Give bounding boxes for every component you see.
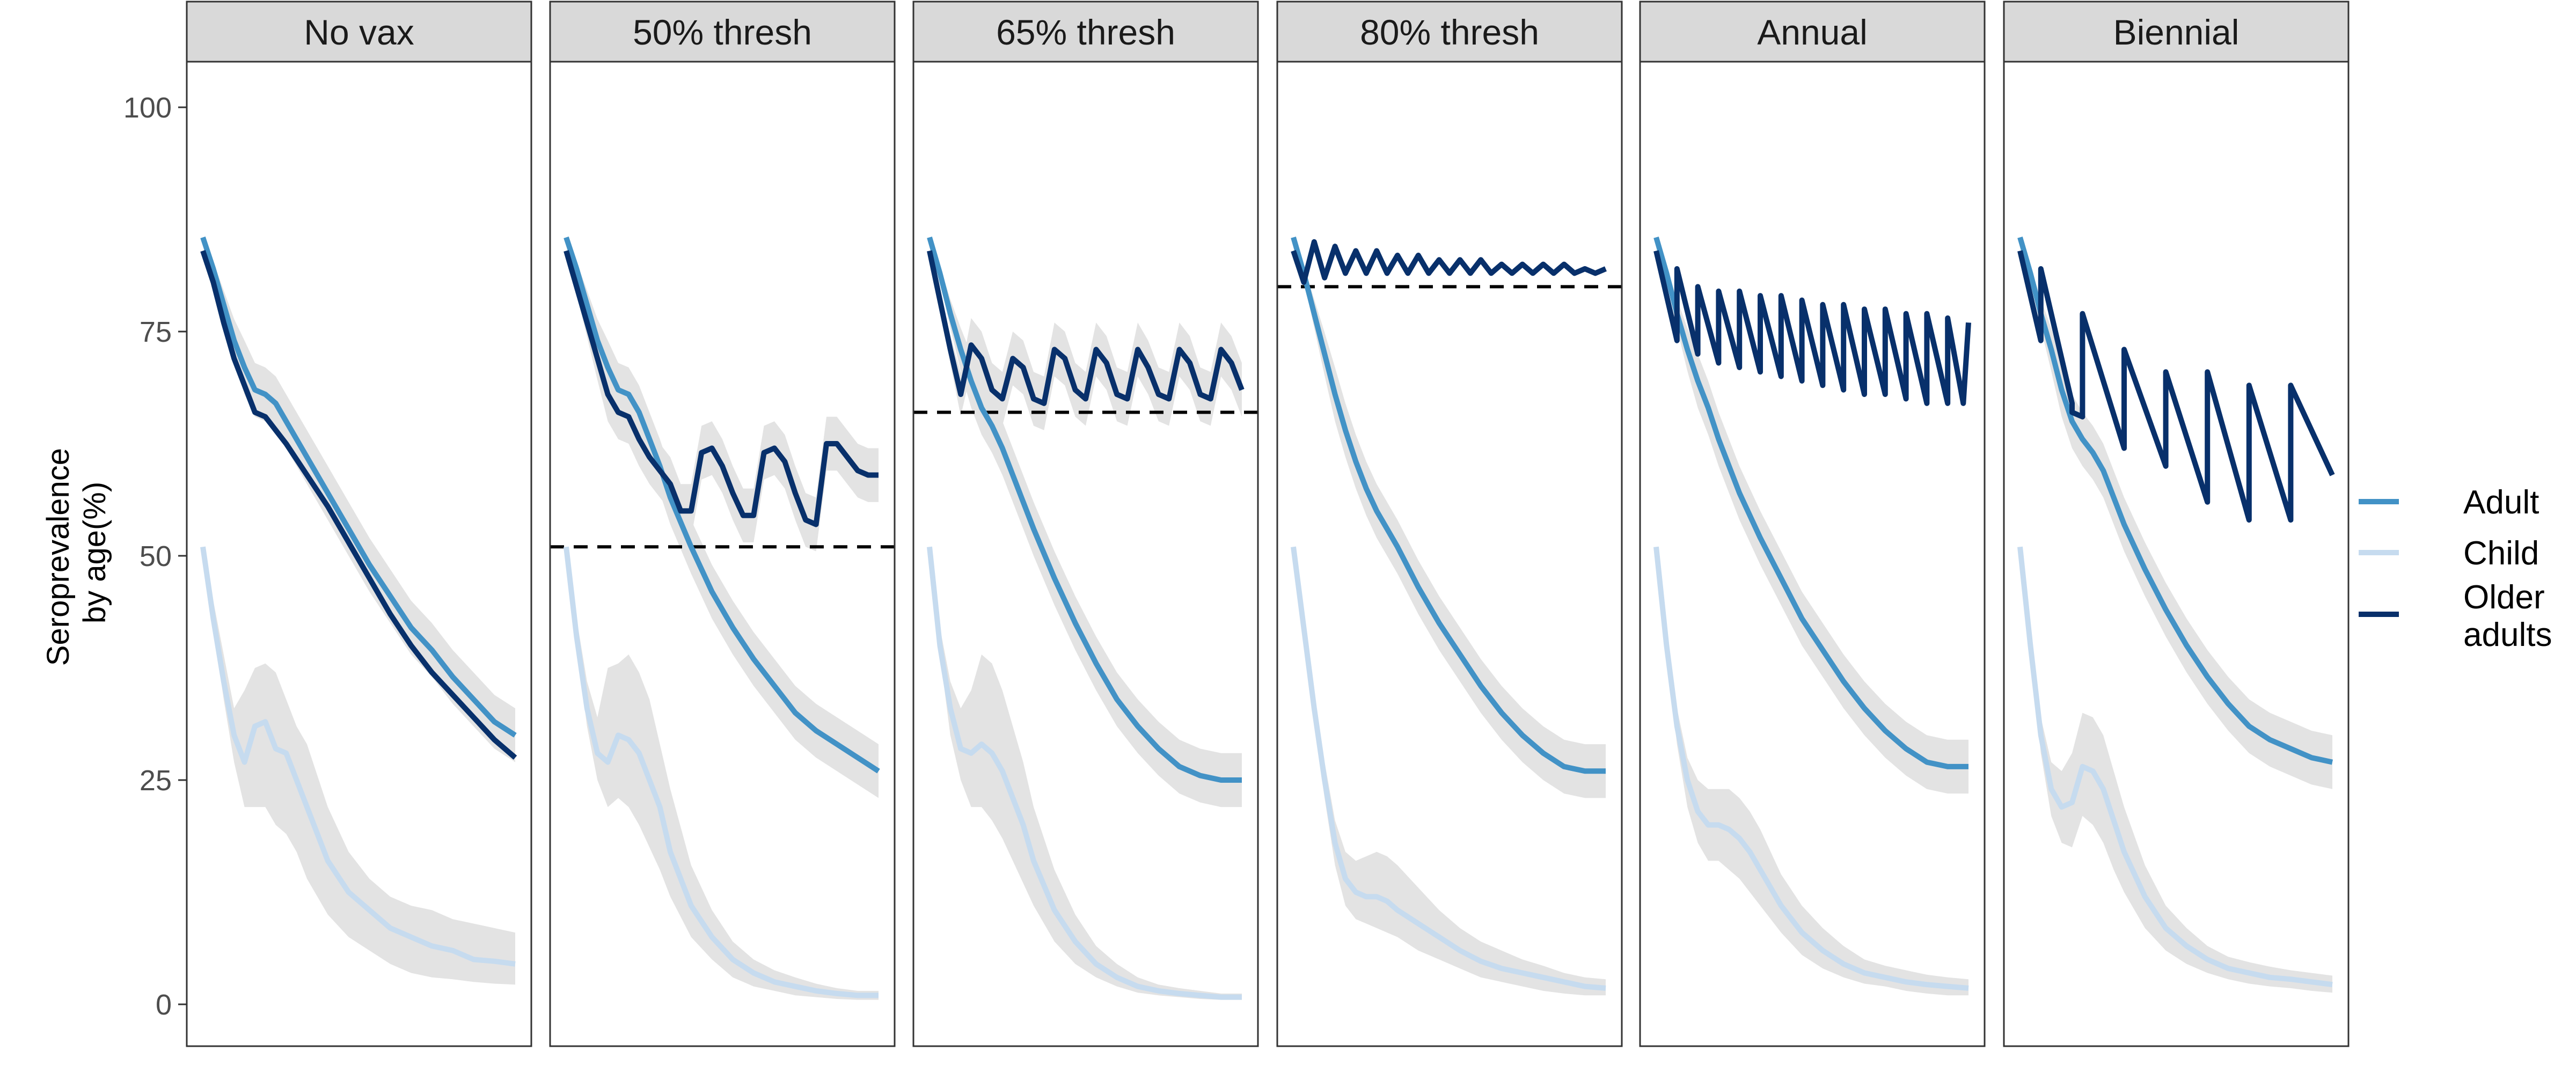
line-50-thresh-older-adults bbox=[564, 250, 879, 527]
strip-65-thresh bbox=[912, 1, 1259, 63]
band-50-thresh-child bbox=[566, 547, 879, 1000]
panel-border-50-thresh bbox=[549, 61, 896, 1047]
panel-annual: Annual bbox=[1639, 1, 1986, 1047]
panel-no-vax: No vax bbox=[186, 1, 532, 1047]
line-no-vax-child bbox=[200, 546, 516, 967]
legend-label-older-adults-line-1: Older bbox=[2463, 579, 2545, 616]
y-axis-title-line-2: by age(%) bbox=[77, 482, 112, 623]
panel-biennial: Biennial bbox=[2003, 1, 2350, 1047]
legend-label-adult-line-1: Adult bbox=[2463, 484, 2539, 521]
strip-label-no-vax: No vax bbox=[304, 12, 414, 52]
legend-label-older-adults-line-2: adults bbox=[2463, 616, 2552, 653]
line-no-vax-older-adults bbox=[200, 249, 517, 760]
plot-area-80-thresh bbox=[1277, 62, 1622, 1046]
y-axis-title: Seroprevalence by age(%) bbox=[41, 439, 112, 666]
strip-label-50-thresh: 50% thresh bbox=[633, 12, 812, 52]
line-80-thresh-adult bbox=[1291, 237, 1606, 774]
plot-area-65-thresh bbox=[913, 62, 1258, 1046]
band-65-thresh-child bbox=[930, 547, 1242, 1000]
line-annual-child bbox=[1653, 546, 1969, 991]
panel-border-no-vax bbox=[186, 61, 532, 1047]
plot-area-annual bbox=[1640, 62, 1985, 1046]
panel-50-thresh: 50% thresh bbox=[549, 1, 896, 1047]
legend: Adult Child Older adults bbox=[2359, 484, 2552, 653]
panel-border-80-thresh bbox=[1276, 61, 1623, 1047]
band-no-vax-adult bbox=[203, 237, 515, 762]
plot-area-biennial bbox=[2004, 62, 2348, 1046]
line-biennial-child bbox=[2017, 546, 2333, 988]
strip-80-thresh bbox=[1276, 1, 1623, 63]
line-biennial-adult bbox=[2017, 237, 2333, 765]
panel-border-annual bbox=[1639, 61, 1986, 1047]
band-no-vax-child bbox=[203, 547, 515, 985]
strip-50-thresh bbox=[549, 1, 896, 63]
y-tick-label-100: 100 bbox=[123, 92, 172, 124]
line-no-vax-adult bbox=[200, 236, 517, 738]
legend-label-older-adults: Older adults bbox=[2463, 579, 2552, 653]
line-65-thresh-older-adults bbox=[927, 250, 1245, 406]
strip-label-annual: Annual bbox=[1757, 12, 1868, 52]
y-tick-label-50: 50 bbox=[140, 540, 172, 572]
band-50-thresh-adult bbox=[566, 237, 879, 798]
legend-label-child: Child bbox=[2463, 535, 2539, 572]
y-tick-label-0: 0 bbox=[156, 989, 172, 1021]
line-annual-adult bbox=[1653, 237, 1968, 769]
plot-area-50-thresh bbox=[550, 62, 895, 1046]
legend-label-child-line-1: Child bbox=[2463, 535, 2539, 572]
panel-80-thresh: 80% thresh bbox=[1276, 1, 1623, 1047]
y-axis-title-line-1: Seroprevalence bbox=[41, 448, 76, 666]
band-annual-adult bbox=[1656, 237, 1968, 794]
panel-border-65-thresh bbox=[912, 61, 1259, 1047]
line-50-thresh-adult bbox=[564, 236, 880, 774]
y-tick-label-25: 25 bbox=[140, 765, 172, 797]
y-tick-label-75: 75 bbox=[140, 316, 172, 348]
line-65-thresh-child bbox=[927, 546, 1242, 1000]
panel-65-thresh: 65% thresh bbox=[912, 1, 1259, 1047]
band-50-thresh-older-adults bbox=[566, 251, 879, 552]
strip-no-vax bbox=[186, 1, 532, 63]
strip-label-biennial: Biennial bbox=[2113, 12, 2240, 52]
line-50-thresh-child bbox=[564, 546, 879, 998]
band-biennial-adult bbox=[2020, 237, 2332, 789]
band-80-thresh-child bbox=[1293, 547, 1606, 996]
line-80-thresh-older-adults bbox=[1291, 239, 1607, 285]
legend-label-adult: Adult bbox=[2463, 484, 2539, 521]
facet-panels: No vax 50% thresh 65% thresh 80% thresh Annu… bbox=[186, 1, 2350, 1047]
strip-annual bbox=[1639, 1, 1986, 63]
strip-label-65-thresh: 65% thresh bbox=[996, 12, 1175, 52]
line-annual-older-adults bbox=[1653, 250, 1971, 406]
line-80-thresh-child bbox=[1291, 546, 1606, 991]
line-65-thresh-adult bbox=[927, 237, 1242, 783]
strip-biennial bbox=[2003, 1, 2350, 63]
strip-label-80-thresh: 80% thresh bbox=[1360, 12, 1539, 52]
y-axis: 0 25 50 75 100 bbox=[123, 92, 187, 1021]
line-biennial-older-adults bbox=[2017, 250, 2335, 523]
panel-border-biennial bbox=[2003, 61, 2350, 1047]
